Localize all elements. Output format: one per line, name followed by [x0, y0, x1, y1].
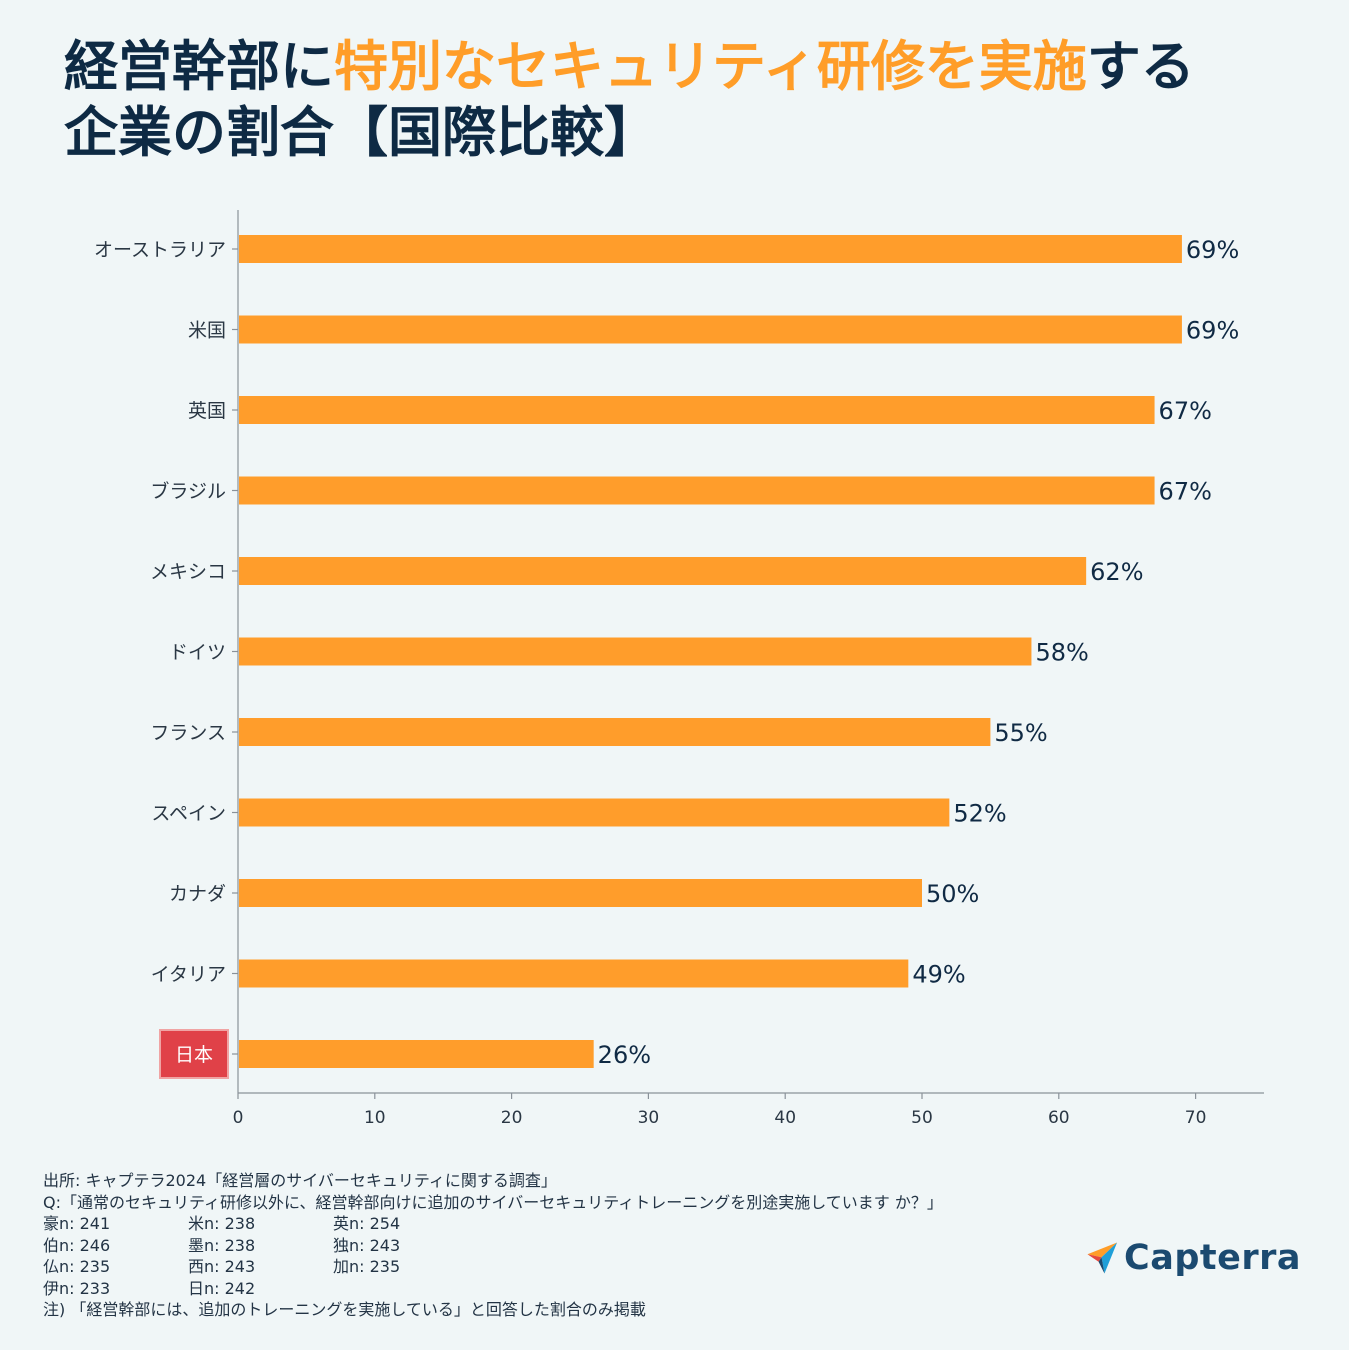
category-label: 米国 — [188, 320, 226, 342]
title-part1: 経営幹部に — [64, 35, 334, 98]
bar — [239, 798, 950, 827]
bar-value-label: 26% — [598, 1041, 651, 1069]
category-label: イタリア — [151, 964, 226, 986]
sample-size: 加n: 235 — [333, 1257, 401, 1276]
title-line2: 企業の割合【国際比較】 — [64, 101, 658, 164]
bar — [239, 959, 909, 988]
category-label: フランス — [150, 722, 226, 744]
sample-size: 墨n: 238 — [188, 1235, 256, 1255]
category-label: 英国 — [188, 400, 226, 422]
bar — [239, 718, 991, 746]
bar-value-label: 67% — [1159, 478, 1212, 506]
bar-value-label: 69% — [1186, 317, 1239, 345]
bar — [239, 315, 1182, 344]
category-label: メキシコ — [150, 561, 226, 583]
survey-question: Q:「通常のセキュリティ研修以外に、経営幹部向けに追加のサイバーセキュリティトレ… — [43, 1192, 943, 1212]
sample-size: 豪n: 241 — [43, 1214, 111, 1233]
bar-value-label: 58% — [1035, 639, 1088, 667]
bar — [239, 1040, 594, 1068]
sample-size: 伯n: 246 — [43, 1235, 111, 1255]
highlight-label-box — [159, 1029, 229, 1079]
bar-value-label: 62% — [1090, 558, 1143, 586]
category-label: ドイツ — [169, 642, 226, 664]
title-highlight: 特別なセキュリティ研修を実施 — [334, 35, 1087, 98]
bar — [239, 637, 1032, 666]
capterra-arrow-icon — [1087, 1242, 1118, 1274]
bar-value-label: 55% — [994, 719, 1047, 747]
x-tick-label: 20 — [501, 1108, 523, 1128]
x-tick-label: 30 — [638, 1108, 660, 1128]
sample-size: 米n: 238 — [188, 1214, 256, 1233]
bar — [239, 557, 1087, 585]
sample-size: 日n: 242 — [188, 1278, 256, 1298]
category-label: オーストラリア — [94, 239, 226, 261]
sample-size: 西n: 243 — [188, 1257, 256, 1276]
bars-layer: 0 10 20 30 40 50 60 70 69% オーストラリア 69% 米国 67% 英国 67% ブラ… — [94, 210, 1264, 1128]
x-tick-label: 70 — [1185, 1108, 1207, 1128]
category-label: 日本 — [175, 1044, 213, 1066]
category-label: スペイン — [151, 803, 226, 825]
category-label: カナダ — [169, 883, 226, 905]
sample-size: 仏n: 235 — [43, 1257, 111, 1276]
sample-size: 伊n: 233 — [43, 1278, 111, 1298]
logo-wordmark: Capterra — [1124, 1238, 1301, 1278]
bar-value-label: 52% — [953, 800, 1006, 828]
bar-chart: 0 10 20 30 40 50 60 70 69% オーストラリア 69% 米国 67% 英国 67% ブラ… — [94, 210, 1264, 1128]
bar — [239, 476, 1155, 505]
bar-value-label: 69% — [1186, 236, 1239, 264]
capterra-logo: Capterra — [1086, 1232, 1301, 1284]
bar — [239, 879, 922, 907]
bar-value-label: 49% — [912, 961, 965, 989]
x-tick-label: 60 — [1048, 1108, 1070, 1128]
sample-size: 英n: 254 — [333, 1214, 401, 1233]
x-tick-label: 10 — [364, 1108, 386, 1128]
footer: 出所: キャプテラ2024「経営層のサイバーセキュリティに関する調査」 Q:「通… — [43, 1170, 1043, 1321]
sample-sizes: 豪n: 241 米n: 238 英n: 254 伯n: 246 墨n: 238 … — [43, 1213, 1043, 1299]
x-tick-label: 40 — [774, 1108, 796, 1128]
chart-title: 経営幹部に特別なセキュリティ研修を実施する企業の割合【国際比較】 — [64, 34, 1284, 166]
source-note: 出所: キャプテラ2024「経営層のサイバーセキュリティに関する調査」 — [43, 1171, 557, 1190]
bar-value-label: 50% — [926, 880, 979, 908]
x-tick-label: 0 — [233, 1108, 244, 1128]
title-part2: する — [1086, 35, 1195, 98]
bar — [239, 235, 1182, 263]
bar-value-label: 67% — [1159, 397, 1212, 425]
x-tick-label: 50 — [911, 1108, 933, 1128]
footnote: 注) 「経営幹部には、追加のトレーニングを実施している」と回答した割合のみ掲載 — [43, 1300, 646, 1319]
category-label: ブラジル — [150, 480, 226, 503]
bar — [239, 396, 1155, 424]
sample-size: 独n: 243 — [333, 1235, 401, 1255]
